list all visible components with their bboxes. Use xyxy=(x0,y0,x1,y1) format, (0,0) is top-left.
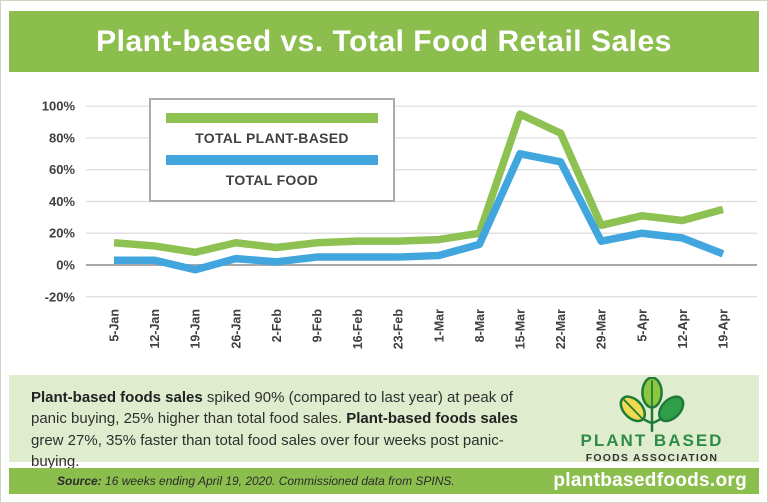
y-axis-tick-label: 20% xyxy=(49,226,75,241)
footer-bar: Source: 16 weeks ending April 19, 2020. … xyxy=(9,468,759,494)
x-axis-tick-label: 19-Apr xyxy=(717,309,731,349)
legend-label-total-food: TOTAL FOOD xyxy=(225,172,319,188)
summary-text: Plant-based foods sales spiked 90% (comp… xyxy=(31,387,543,472)
logo-subtitle: FOODS ASSOCIATION xyxy=(585,452,719,464)
x-axis-tick-label: 2-Feb xyxy=(270,309,284,343)
x-axis-tick-label: 12-Apr xyxy=(676,309,690,349)
y-axis-tick-label: 100% xyxy=(42,99,76,114)
x-axis-tick-label: 19-Jan xyxy=(189,309,203,349)
legend-swatch-total-food xyxy=(166,155,378,165)
y-axis-tick-label: 60% xyxy=(49,162,75,177)
x-axis-tick-label: 22-Mar xyxy=(554,309,568,349)
y-axis-tick-label: 0% xyxy=(56,258,75,273)
x-axis-tick-label: 5-Jan xyxy=(108,309,122,342)
logo-name: PLANT BASED xyxy=(580,431,724,450)
summary-box: Plant-based foods sales spiked 90% (comp… xyxy=(9,375,759,470)
chart-legend: TOTAL PLANT-BASED TOTAL FOOD xyxy=(149,98,395,202)
series-line-total-food xyxy=(114,150,725,274)
pbfa-logo: PLANT BASED FOODS ASSOCIATION xyxy=(563,377,741,464)
source-note: Source: 16 weeks ending April 19, 2020. … xyxy=(57,474,455,488)
legend-swatch-plant-based xyxy=(166,113,378,123)
summary-segment-1: spiked 90% (compared to last year) at pe… xyxy=(31,389,513,428)
title-bar: Plant-based vs. Total Food Retail Sales xyxy=(9,11,759,72)
source-label: Source: xyxy=(57,474,102,488)
leaves-icon xyxy=(619,377,685,433)
x-axis-tick-label: 23-Feb xyxy=(392,309,406,350)
series-line-plant-based xyxy=(113,110,724,257)
x-axis-tick-label: 5-Apr xyxy=(635,309,649,342)
x-axis-tick-label: 1-Mar xyxy=(432,309,446,342)
x-axis-tick-label: 16-Feb xyxy=(351,309,365,350)
x-axis-tick-label: 29-Mar xyxy=(595,309,609,349)
x-axis-tick-label: 26-Jan xyxy=(229,309,243,349)
summary-segment-2: grew 27%, 35% faster than total food sal… xyxy=(31,431,504,470)
summary-bold-2: Plant-based foods sales xyxy=(346,410,518,428)
line-chart: 100% 80% 60% 40% 20% 0% -20% 5-Jan 12-Jan 19-Jan 2… xyxy=(42,99,757,350)
source-text: 16 weeks ending April 19, 2020. Commissi… xyxy=(101,474,455,488)
x-axis-tick-label: 9-Feb xyxy=(311,309,325,343)
x-axis-tick-label: 8-Mar xyxy=(473,309,487,342)
summary-bold-1: Plant-based foods sales xyxy=(31,389,203,406)
page-title: Plant-based vs. Total Food Retail Sales xyxy=(96,24,672,58)
x-axis-tick-label: 15-Mar xyxy=(514,309,528,349)
y-axis-tick-label: 40% xyxy=(49,194,75,209)
legend-label-plant-based: TOTAL PLANT-BASED xyxy=(195,130,349,146)
y-axis-tick-label: 80% xyxy=(49,130,75,145)
chart-area: 100% 80% 60% 40% 20% 0% -20% 5-Jan 12-Jan 19-Jan 2… xyxy=(9,76,761,372)
website-link[interactable]: plantbasedfoods.org xyxy=(553,470,747,491)
y-axis-tick-label: -20% xyxy=(45,289,76,304)
x-axis-tick-label: 12-Jan xyxy=(148,309,162,349)
